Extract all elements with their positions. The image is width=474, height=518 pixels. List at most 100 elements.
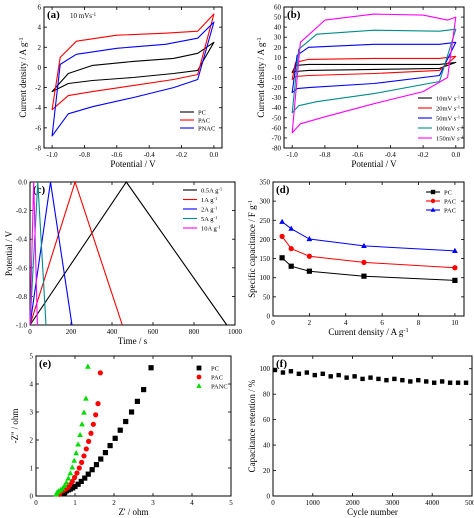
x-axis-label: Current density / A g-1	[328, 327, 408, 338]
x-tick-label: 1000	[306, 499, 321, 507]
series-3	[53, 363, 91, 497]
point-square	[306, 268, 312, 274]
x-tick-label: 0	[271, 319, 275, 327]
y-tick-label: 150	[260, 255, 271, 263]
point-square	[296, 371, 302, 377]
x-tick-label: 0.0	[451, 151, 460, 159]
x-tick-label: 800	[189, 328, 200, 336]
point-circle	[97, 370, 103, 376]
point-square	[447, 380, 453, 385]
panel-e: 0 1 2 3 4 5 0 1 2 3 4 5 Z' / ohm -Z'' / ohm (e) PC PAC PA…	[10, 353, 233, 518]
series-2	[279, 233, 458, 271]
legend-label: 10mV s-1	[436, 94, 460, 103]
cv-loop	[51, 41, 215, 93]
point-square	[320, 371, 325, 377]
point-triangle	[79, 421, 85, 427]
point-square	[78, 478, 84, 485]
series-3	[279, 218, 458, 253]
point-square	[392, 376, 397, 382]
point-square	[288, 369, 294, 374]
panel-letter: (c)	[33, 184, 46, 196]
cv-loop	[291, 13, 457, 134]
point-square	[279, 255, 285, 261]
x-axis-label: Cycle number	[347, 507, 398, 517]
point-triangle	[63, 479, 70, 485]
x-tick-label: 3000	[385, 499, 400, 507]
x-tick-label: 4	[190, 499, 194, 507]
point-triangle	[67, 470, 74, 476]
point-circle	[72, 474, 78, 481]
series-1	[61, 365, 154, 497]
cv-loop	[51, 13, 215, 111]
point-square	[352, 374, 357, 379]
x-tick-label: 1	[73, 499, 77, 507]
point-circle	[88, 430, 94, 436]
y-tick-label: 0	[267, 313, 271, 321]
y-axis-label: -Z'' / ohm	[10, 409, 20, 444]
legend-label: PC	[211, 366, 219, 373]
x-axis-label: Potential / V	[351, 159, 397, 169]
series-2	[51, 13, 215, 111]
point-square	[89, 467, 95, 473]
x-tick-label: 4	[344, 319, 348, 327]
x-tick-label: 2	[308, 319, 312, 327]
x-tick-label: 4000	[425, 499, 440, 507]
x-tick-label: 600	[148, 328, 159, 336]
series-2	[291, 55, 457, 81]
panel-a: -1.0 -0.8 -0.6 -0.4 -0.2 0.0 -8 -6 -4 -2 0 2 4 6 Poten…	[18, 4, 223, 169]
point-triangle	[279, 218, 285, 224]
series-1	[279, 255, 458, 283]
point-square	[196, 365, 202, 371]
legend-label: 2A g-1	[201, 205, 217, 214]
panel-letter: (d)	[276, 184, 290, 196]
y-tick-label: 0	[267, 493, 271, 501]
x-tick-label: 2	[112, 499, 116, 507]
y-tick-label: -8	[35, 145, 41, 153]
x-tick-label: -0.2	[176, 151, 188, 159]
legend-label: 0.5A g-1	[201, 186, 222, 195]
point-square	[424, 379, 429, 384]
y-tick-label: -0.4	[16, 236, 28, 244]
x-tick-label: 0	[28, 328, 32, 336]
legend-label: 1A g-1	[201, 196, 217, 205]
plot-frame	[272, 355, 473, 497]
cv-loop	[291, 41, 457, 94]
series-5	[29, 181, 38, 326]
y-tick-label: 300	[260, 198, 271, 206]
legend-label: PC	[444, 190, 452, 197]
gcd-curve	[29, 181, 38, 326]
point-circle	[90, 421, 96, 427]
legend-label: 50mV s-1	[436, 114, 460, 123]
point-square	[360, 376, 365, 382]
point-square	[112, 435, 118, 441]
x-tick-label: 1000	[228, 328, 243, 336]
legend-label: PANC	[211, 384, 228, 391]
legend-label: 10A g-1	[201, 224, 221, 233]
x-tick-label: 0.0	[210, 151, 219, 159]
point-triangle	[65, 475, 72, 481]
x-tick-label: 400	[107, 328, 118, 336]
point-triangle	[75, 441, 81, 447]
x-tick-label: -1.0	[287, 151, 299, 159]
x-axis-label: Potential / V	[110, 159, 156, 169]
y-tick-label: 5	[30, 353, 34, 361]
y-tick-label: -1.0	[16, 322, 28, 330]
y-tick-label: -0.2	[16, 207, 28, 215]
point-circle	[288, 246, 294, 252]
x-tick-label: -0.6	[111, 151, 123, 159]
y-tick-label: 2	[30, 437, 34, 445]
y-tick-label: -20	[272, 84, 282, 92]
x-tick-label: -1.0	[47, 151, 59, 159]
point-square	[328, 374, 333, 379]
panel-letter: (b)	[287, 9, 301, 21]
series-4	[291, 28, 457, 114]
series-4	[29, 181, 47, 326]
x-axis-label: Time / s	[118, 336, 148, 346]
series-line	[281, 221, 455, 252]
cv-loop	[51, 21, 215, 137]
y-tick-label: -0.6	[16, 264, 28, 272]
x-tick-label: -0.4	[144, 151, 156, 159]
point-circle	[306, 253, 312, 259]
